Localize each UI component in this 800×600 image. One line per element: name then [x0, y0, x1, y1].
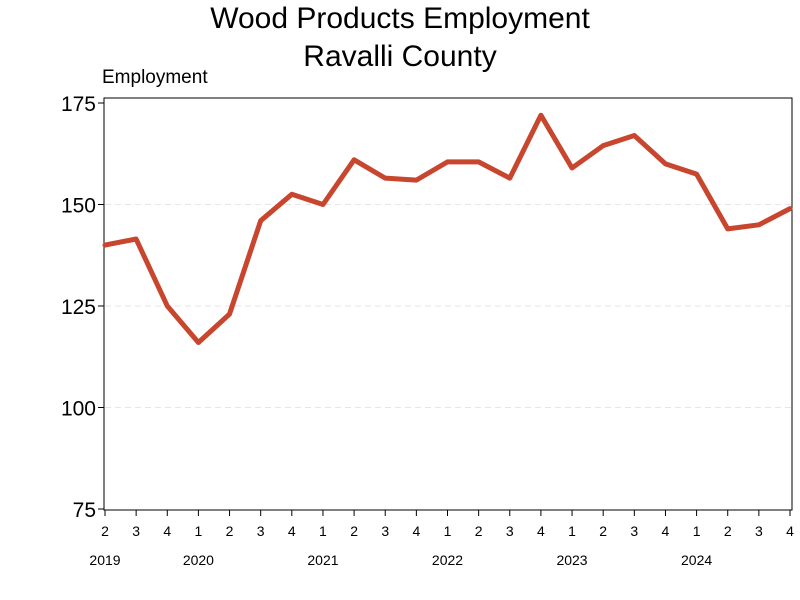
- x-tick-label: 4: [662, 523, 670, 539]
- data-point: [478, 161, 480, 163]
- x-year-label: 2024: [681, 552, 712, 568]
- data-point: [696, 173, 698, 175]
- data-point: [415, 179, 417, 181]
- x-axis: 2 3 4 1 2 3 4 1 2 3 4 1 2 3 4 1 2 3 4 1 2 3 4 2019 2020 2021 2022 2…: [89, 510, 794, 568]
- y-axis-label: Employment: [102, 67, 208, 88]
- x-year-label: 2020: [183, 552, 214, 568]
- data-point: [384, 177, 386, 179]
- x-tick-label: 4: [163, 523, 171, 539]
- x-tick-label: 2: [350, 523, 358, 539]
- data-point: [135, 238, 137, 240]
- x-year-label: 2023: [556, 552, 587, 568]
- y-tick-label: 125: [61, 296, 96, 319]
- series-line: [102, 112, 793, 345]
- x-tick-label: 2: [599, 523, 607, 539]
- chart-title-line-2: Ravalli County: [303, 40, 497, 73]
- data-point: [633, 134, 635, 136]
- gridlines: [105, 204, 791, 408]
- y-tick-label: 75: [73, 499, 96, 522]
- x-tick-label: 2: [475, 523, 483, 539]
- x-year-label: 2019: [89, 552, 120, 568]
- data-point: [602, 145, 604, 147]
- data-point: [758, 224, 760, 226]
- x-tick-label: 4: [412, 523, 420, 539]
- x-tick-label: 4: [288, 523, 296, 539]
- data-point: [571, 167, 573, 169]
- data-point: [509, 177, 511, 179]
- x-tick-label: 4: [786, 523, 794, 539]
- data-point: [727, 228, 729, 230]
- x-tick-label: 1: [444, 523, 452, 539]
- y-tick-label: 150: [61, 195, 96, 218]
- x-tick-label: 2: [724, 523, 732, 539]
- chart-title: Wood Products Employment Ravalli County: [0, 0, 800, 76]
- data-point: [197, 342, 199, 344]
- x-tick-label: 3: [506, 523, 514, 539]
- data-point: [229, 313, 231, 315]
- x-year-label: 2022: [432, 552, 463, 568]
- x-tick-label: 1: [319, 523, 327, 539]
- x-tick-label: 3: [755, 523, 763, 539]
- y-tick-label: 175: [61, 93, 96, 116]
- data-point: [166, 305, 168, 307]
- data-point: [260, 220, 262, 222]
- x-year-label: 2021: [307, 552, 338, 568]
- x-tick-label: 4: [537, 523, 545, 539]
- data-point: [789, 208, 791, 210]
- x-tick-label: 1: [693, 523, 701, 539]
- x-tick-label: 2: [226, 523, 234, 539]
- x-tick-label: 3: [630, 523, 638, 539]
- data-point: [447, 161, 448, 163]
- y-axis: 75 100 125 150 175: [61, 93, 104, 522]
- x-tick-label: 3: [132, 523, 140, 539]
- x-tick-label: 3: [257, 523, 265, 539]
- x-tick-label: 1: [195, 523, 203, 539]
- data-point: [322, 204, 324, 205]
- x-tick-label: 1: [568, 523, 576, 539]
- chart-title-line-1: Wood Products Employment: [210, 2, 590, 35]
- data-point: [104, 244, 106, 246]
- series-layer: [102, 112, 793, 345]
- data-point: [353, 159, 355, 161]
- data-point: [291, 193, 293, 195]
- x-tick-label: 2: [101, 523, 109, 539]
- x-tick-label: 3: [381, 523, 389, 539]
- y-tick-label: 100: [61, 398, 96, 421]
- data-point: [664, 163, 666, 165]
- data-point: [540, 114, 542, 116]
